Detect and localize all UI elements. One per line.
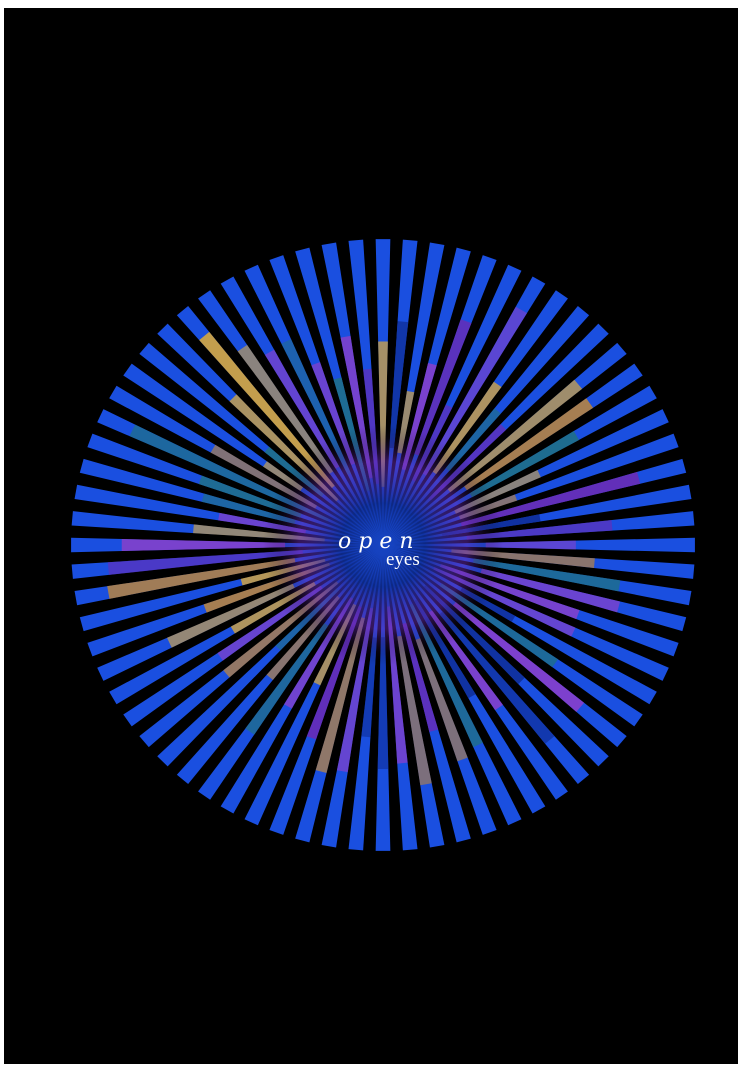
starburst-core: [263, 425, 503, 665]
starburst-ray-texture: [264, 349, 340, 469]
starburst-ray-texture: [464, 398, 594, 491]
starburst-ray-texture: [107, 558, 296, 599]
starburst-ray-texture: [237, 344, 334, 474]
poster-title: open eyes: [338, 530, 478, 580]
starburst-ray-texture: [377, 637, 389, 770]
starburst-ray-texture: [422, 306, 528, 476]
starburst-ray-texture: [245, 623, 329, 735]
radial-starburst-artwork: [71, 239, 695, 851]
starburst-ray-texture: [121, 538, 286, 552]
starburst-ray-texture: [389, 321, 409, 449]
starburst-ray-texture: [397, 635, 432, 786]
starburst-ray-texture: [480, 568, 621, 613]
starburst-ray-texture: [415, 638, 468, 762]
starburst-ray-texture: [107, 550, 303, 575]
starburst-ray-texture: [199, 331, 335, 489]
starburst-ray-texture: [378, 341, 388, 487]
starburst-ray-texture: [414, 319, 472, 456]
starburst-ray-texture: [466, 520, 613, 540]
starburst-ray-texture: [447, 379, 583, 493]
starburst-ray-texture: [439, 611, 555, 744]
starburst-ray-texture: [452, 602, 585, 712]
starburst-ray-texture: [469, 431, 580, 498]
title-word-open: open: [338, 529, 421, 554]
starburst-ray-texture: [473, 558, 621, 592]
poster: open eyes: [4, 8, 738, 1064]
title-word-eyes: eyes: [386, 549, 420, 570]
starburst-ray-texture: [167, 583, 295, 648]
starburst-ray-texture: [460, 471, 641, 527]
starburst-ray-texture: [485, 540, 576, 550]
